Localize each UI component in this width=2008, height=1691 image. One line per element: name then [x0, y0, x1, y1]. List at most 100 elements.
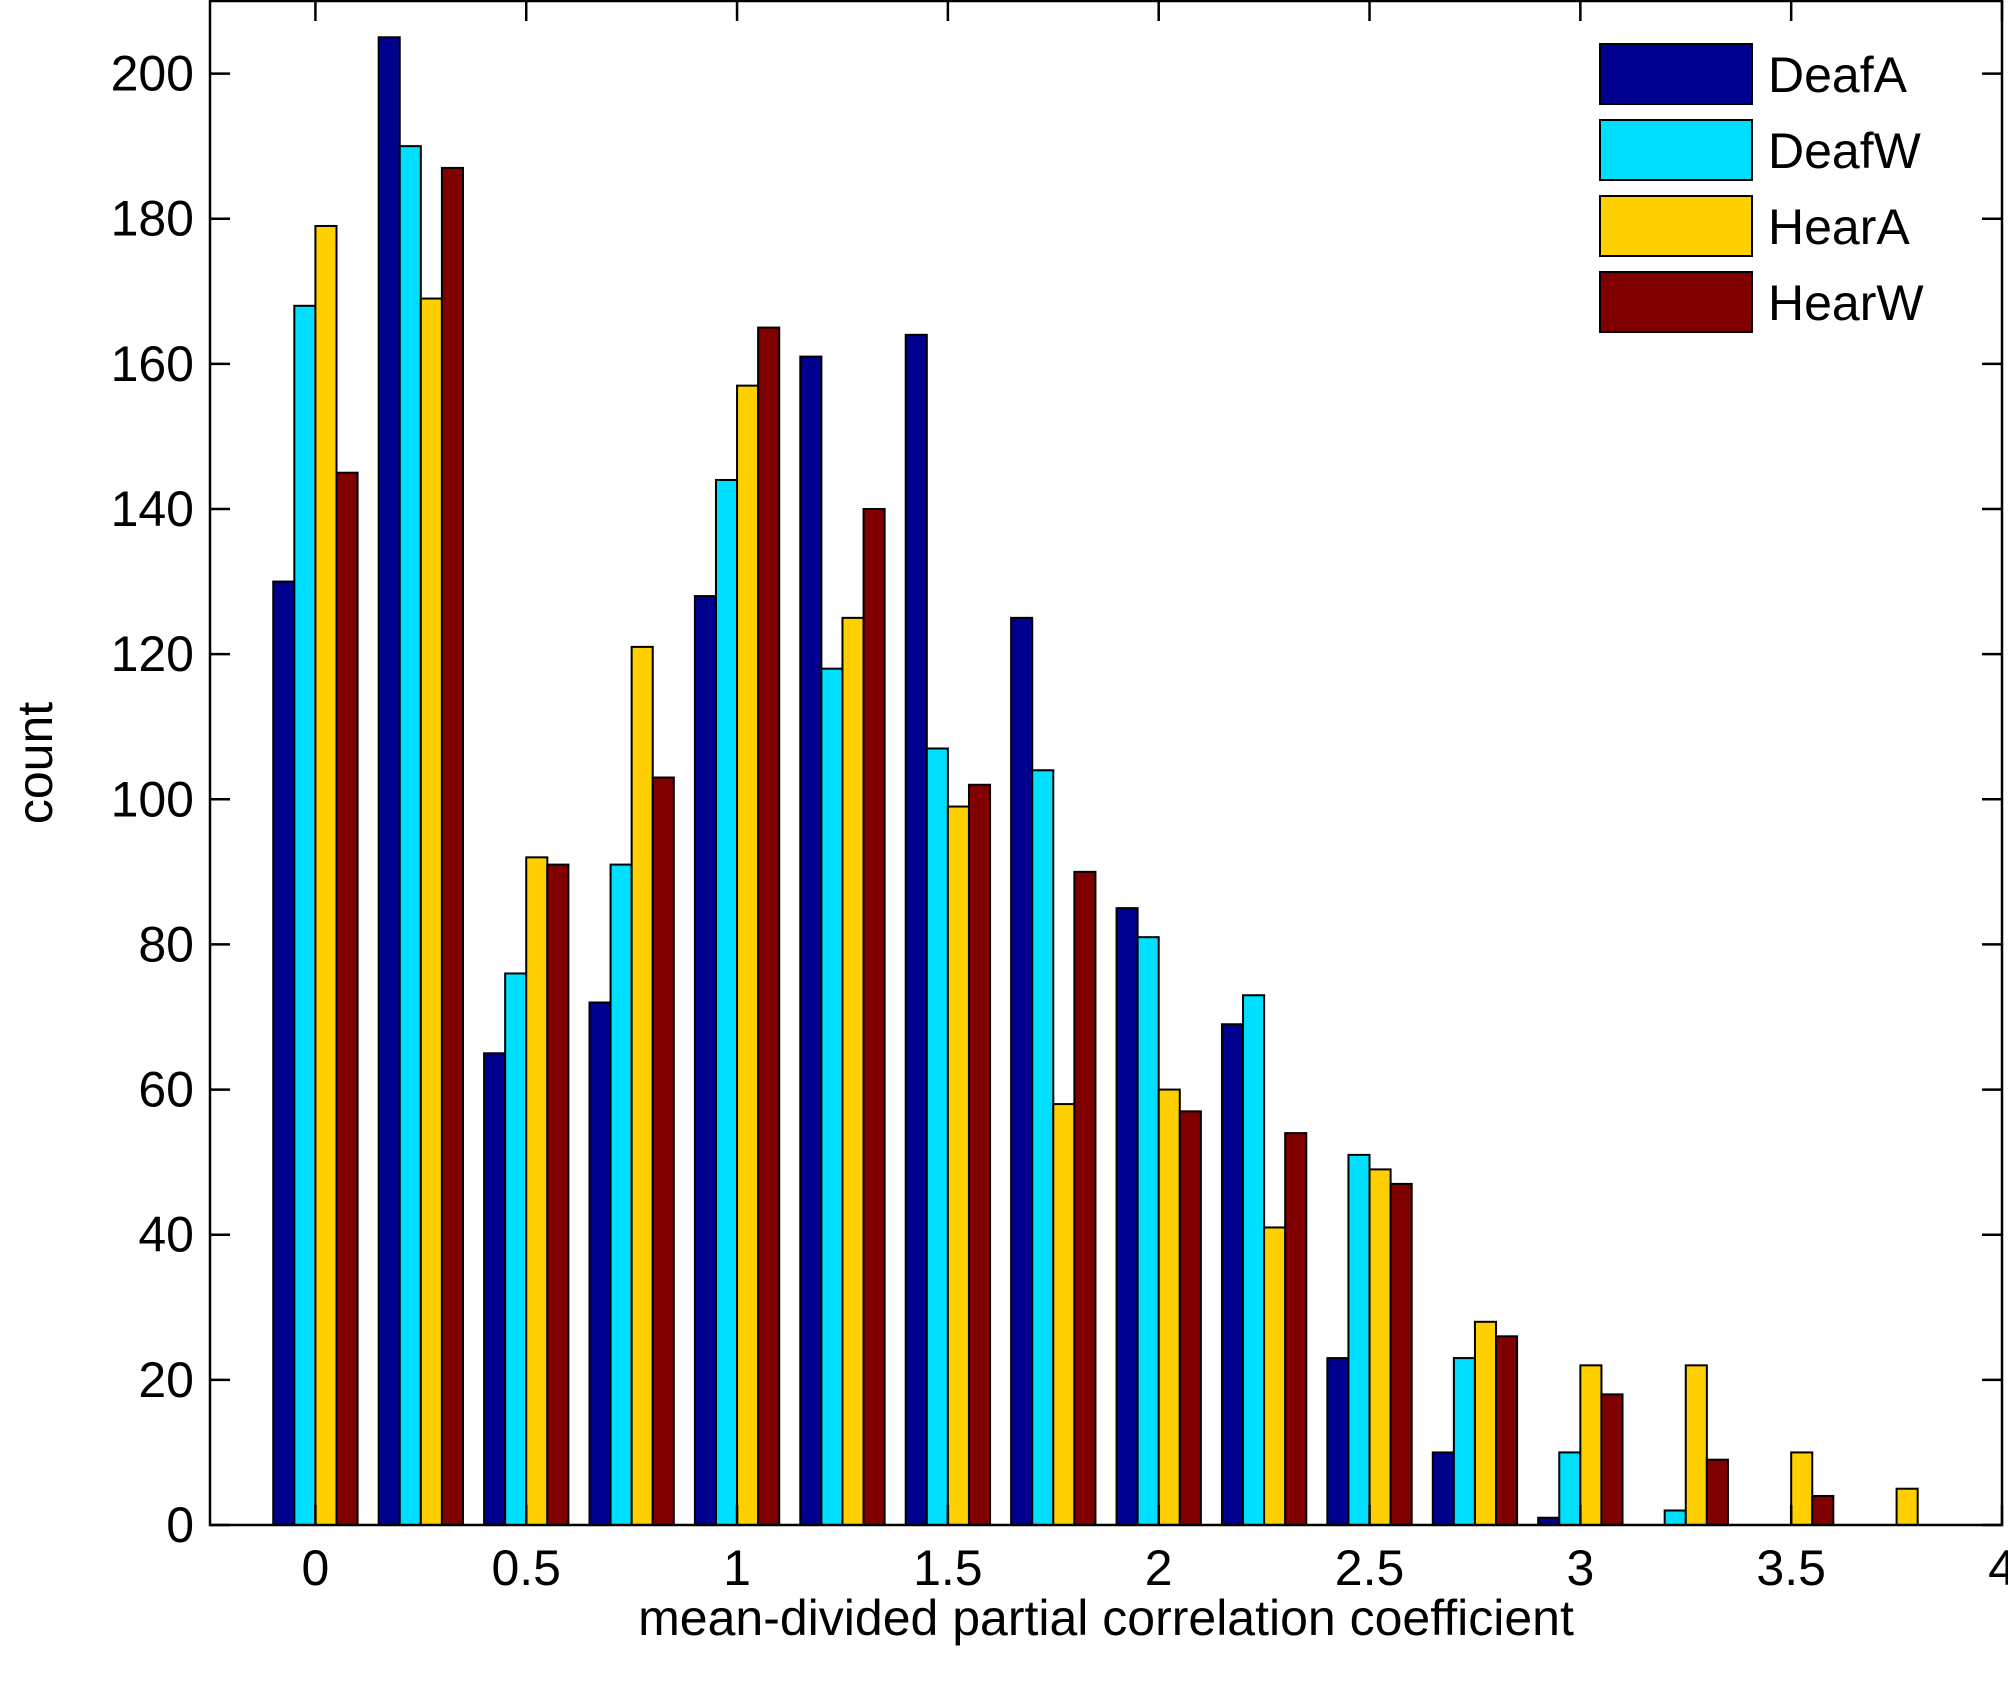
bar-DeafW-1 [398, 145, 422, 1527]
bar-DeafW-2 [504, 972, 528, 1526]
bar-DeafW-0 [293, 304, 317, 1526]
bar-HearA-13 [1684, 1364, 1708, 1527]
y-tick-label: 140 [111, 481, 194, 537]
bar-HearA-5 [841, 616, 865, 1526]
bar-DeafW-8 [1136, 936, 1160, 1526]
bar-DeafA-9 [1220, 1023, 1245, 1527]
series-HearA [314, 224, 1919, 1527]
bar-HearA-12 [1579, 1364, 1603, 1527]
bar-HearW-5 [862, 508, 886, 1526]
x-tick-label: 4 [1988, 1540, 2008, 1596]
legend-item-HearA: HearA [1599, 195, 1910, 257]
bar-HearA-14 [1790, 1451, 1814, 1527]
bar-DeafW-10 [1347, 1153, 1371, 1527]
bar-DeafA-3 [588, 1001, 612, 1526]
legend-swatch [1599, 195, 1753, 257]
bar-HearA-15 [1895, 1487, 1919, 1526]
x-tick-label: 3 [1566, 1540, 1594, 1596]
y-tick-label: 60 [138, 1062, 194, 1118]
legend-item-DeafW: DeafW [1599, 119, 1922, 181]
bar-DeafA-10 [1326, 1357, 1350, 1526]
bar-DeafW-13 [1663, 1509, 1687, 1527]
legend-label: HearA [1768, 199, 1910, 255]
bar-DeafW-4 [714, 478, 739, 1526]
bar-DeafW-12 [1558, 1451, 1582, 1527]
bar-HearW-4 [757, 326, 781, 1527]
x-tick-label: 3.5 [1756, 1540, 1826, 1596]
bar-DeafW-7 [1031, 769, 1055, 1526]
y-tick-label: 120 [111, 626, 194, 682]
x-tick-label: 1 [723, 1540, 751, 1596]
y-tick-label: 0 [166, 1497, 194, 1553]
x-tick-label: 0.5 [491, 1540, 561, 1596]
bar-HearA-0 [314, 224, 338, 1526]
y-tick-label: 80 [138, 916, 194, 972]
legend-label: HearW [1768, 275, 1924, 331]
y-tick-label: 160 [111, 336, 194, 392]
bar-DeafA-6 [904, 333, 928, 1526]
series-HearW [335, 166, 1835, 1527]
bar-DeafA-7 [1010, 616, 1034, 1526]
legend-item-DeafA: DeafA [1599, 43, 1908, 105]
legend-swatch [1599, 43, 1753, 105]
bar-DeafA-1 [377, 36, 401, 1526]
legend-swatch [1599, 119, 1753, 181]
bars-layer [272, 36, 1919, 1527]
y-tick-label: 200 [111, 46, 194, 102]
y-tick-label: 100 [111, 771, 194, 827]
bar-DeafW-9 [1242, 994, 1266, 1526]
bar-DeafW-11 [1452, 1357, 1476, 1526]
tick-labels-layer: 0 0.5 1 1.5 2 2.5 3 3.5 402040608010012014016018… [111, 46, 2008, 1596]
plot-frame [208, 0, 2004, 1527]
bar-HearW-2 [546, 863, 570, 1526]
bar-HearA-7 [1052, 1103, 1076, 1526]
bar-DeafA-11 [1431, 1451, 1455, 1527]
legend-label: DeafW [1768, 123, 1922, 179]
bar-DeafW-6 [925, 747, 949, 1526]
bar-HearW-3 [651, 776, 675, 1526]
bar-HearW-6 [967, 783, 992, 1526]
bar-HearA-4 [736, 384, 760, 1527]
bar-HearW-8 [1178, 1110, 1202, 1527]
legend-label: DeafA [1768, 47, 1908, 103]
bar-DeafA-5 [799, 355, 823, 1527]
x-tick-label: 2 [1145, 1540, 1173, 1596]
bar-HearA-2 [525, 856, 549, 1526]
bar-HearA-9 [1263, 1226, 1287, 1526]
y-tick-label: 20 [138, 1352, 194, 1408]
x-axis-label: mean-divided partial correlation coeffic… [638, 1590, 1574, 1646]
legend: DeafA DeafW HearA HearW [1599, 43, 1924, 333]
legend-swatch [1599, 271, 1753, 333]
bar-HearW-10 [1389, 1182, 1413, 1527]
bar-HearW-7 [1073, 870, 1097, 1526]
bar-HearW-12 [1600, 1393, 1624, 1527]
y-axis-label: count [7, 702, 63, 824]
bar-HearA-1 [419, 297, 443, 1526]
series-DeafW [293, 145, 1687, 1527]
bar-HearW-11 [1495, 1335, 1519, 1527]
bar-HearW-0 [335, 471, 359, 1527]
y-tick-label: 40 [138, 1207, 194, 1263]
x-tick-label: 0 [302, 1540, 330, 1596]
bar-DeafW-5 [820, 667, 844, 1526]
bar-DeafW-3 [609, 863, 633, 1526]
legend-item-HearW: HearW [1599, 271, 1924, 333]
y-tick-label: 180 [111, 191, 194, 247]
bar-HearA-6 [946, 805, 970, 1526]
bar-HearW-14 [1811, 1494, 1835, 1527]
bar-HearW-1 [440, 166, 464, 1526]
ticks-layer [210, 1, 2004, 1527]
bar-DeafA-0 [272, 580, 296, 1526]
bar-HearA-3 [630, 645, 654, 1526]
bar-HearA-10 [1368, 1168, 1392, 1527]
bar-DeafA-2 [483, 1052, 507, 1527]
bar-HearA-11 [1473, 1320, 1498, 1527]
bar-HearA-8 [1157, 1088, 1181, 1526]
bar-HearW-9 [1284, 1132, 1308, 1526]
x-tick-label: 1.5 [913, 1540, 983, 1596]
bar-DeafA-8 [1115, 907, 1139, 1526]
bar-HearW-13 [1705, 1458, 1729, 1526]
x-tick-label: 2.5 [1335, 1540, 1405, 1596]
